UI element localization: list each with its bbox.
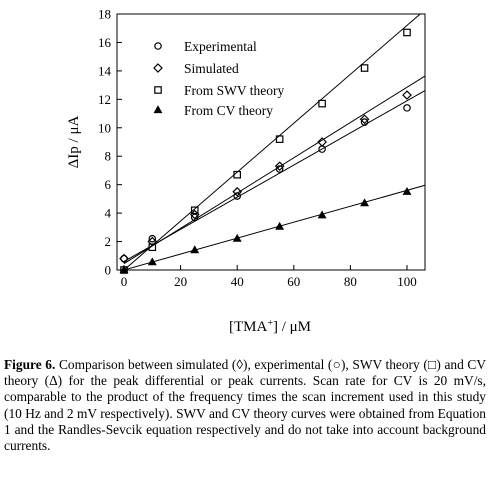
legend-label: From CV theory <box>184 103 273 118</box>
point-circle <box>360 118 369 126</box>
point-diamond <box>119 253 129 264</box>
point-triangle <box>190 245 200 254</box>
legend-marker-diamond <box>153 63 163 73</box>
y-tick-label: 8 <box>105 149 112 164</box>
point-triangle <box>275 221 285 230</box>
x-axis-label: [TMA+] / μM <box>229 318 311 336</box>
point-square <box>360 64 369 72</box>
chart: 0 20 40 60 80 100 0 2 4 6 8 10 12 14 16 18 Experimental… <box>66 7 426 336</box>
y-axis-label: ΔIp / μA <box>66 115 82 168</box>
point-diamond <box>147 236 158 247</box>
y-tick-label: 2 <box>105 234 112 249</box>
point-circle <box>190 213 199 222</box>
point-triangle <box>317 210 327 219</box>
point-square <box>190 206 199 215</box>
point-square <box>403 28 411 37</box>
point-triangle <box>119 265 129 274</box>
point-circle <box>275 165 284 173</box>
x-tick-label: 0 <box>121 274 128 289</box>
fit-line-triangle <box>123 184 426 271</box>
x-tick-label: 100 <box>397 274 417 289</box>
legend-label: Experimental <box>184 39 257 54</box>
point-circle <box>148 234 157 243</box>
y-tick-label: 12 <box>98 92 111 107</box>
y-tick-label: 4 <box>105 206 112 221</box>
point-triangle <box>402 186 412 195</box>
legend-marker-square <box>154 86 162 94</box>
x-tick-label: 60 <box>287 274 300 289</box>
figure-caption: Figure 6. Comparison between simulated (… <box>4 357 486 454</box>
fit-line-diamond <box>123 75 426 265</box>
point-diamond <box>232 186 243 197</box>
point-diamond <box>317 137 327 147</box>
legend-marker-circle <box>154 42 162 50</box>
y-tick-label: 10 <box>98 120 111 135</box>
point-triangle <box>147 257 157 266</box>
point-square <box>318 99 326 108</box>
point-square <box>233 170 242 179</box>
x-tick-label: 80 <box>344 274 357 289</box>
point-circle <box>403 104 411 112</box>
y-tick-label: 0 <box>105 263 112 278</box>
caption-text: Comparison between simulated (◊), experi… <box>4 357 486 454</box>
fit-line-circle <box>123 90 426 262</box>
x-tick-label: 20 <box>174 274 187 289</box>
x-axis-label-superscript: + <box>267 318 273 329</box>
caption-label: Figure 6. <box>4 357 56 372</box>
point-triangle <box>232 233 242 242</box>
data-points <box>119 28 412 274</box>
legend-label: Simulated <box>184 61 239 76</box>
legend-label: From SWV theory <box>184 83 284 98</box>
point-diamond <box>359 114 370 125</box>
x-tick-label: 40 <box>231 274 244 289</box>
y-tick-label: 18 <box>98 7 111 22</box>
axis-ticks: 0 20 40 60 80 100 0 2 4 6 8 10 12 14 16 18 <box>98 7 417 290</box>
plot-area-frame <box>116 13 426 271</box>
y-tick-label: 16 <box>98 35 112 50</box>
point-diamond <box>274 161 285 172</box>
point-square <box>275 135 284 143</box>
point-triangle <box>360 198 370 207</box>
point-square <box>148 243 157 252</box>
x-axis-label-main: [TMA <box>229 319 267 335</box>
fit-lines <box>123 13 426 271</box>
y-tick-label: 6 <box>105 177 112 192</box>
x-axis-label-rest: ] / μM <box>273 319 311 335</box>
point-circle <box>233 192 242 200</box>
point-diamond <box>402 90 412 100</box>
legend-marker-triangle <box>153 105 163 114</box>
y-tick-label: 14 <box>98 63 112 78</box>
fit-line-square <box>123 13 421 271</box>
legend: Experimental Simulated From SWV theory From… <box>153 39 284 118</box>
